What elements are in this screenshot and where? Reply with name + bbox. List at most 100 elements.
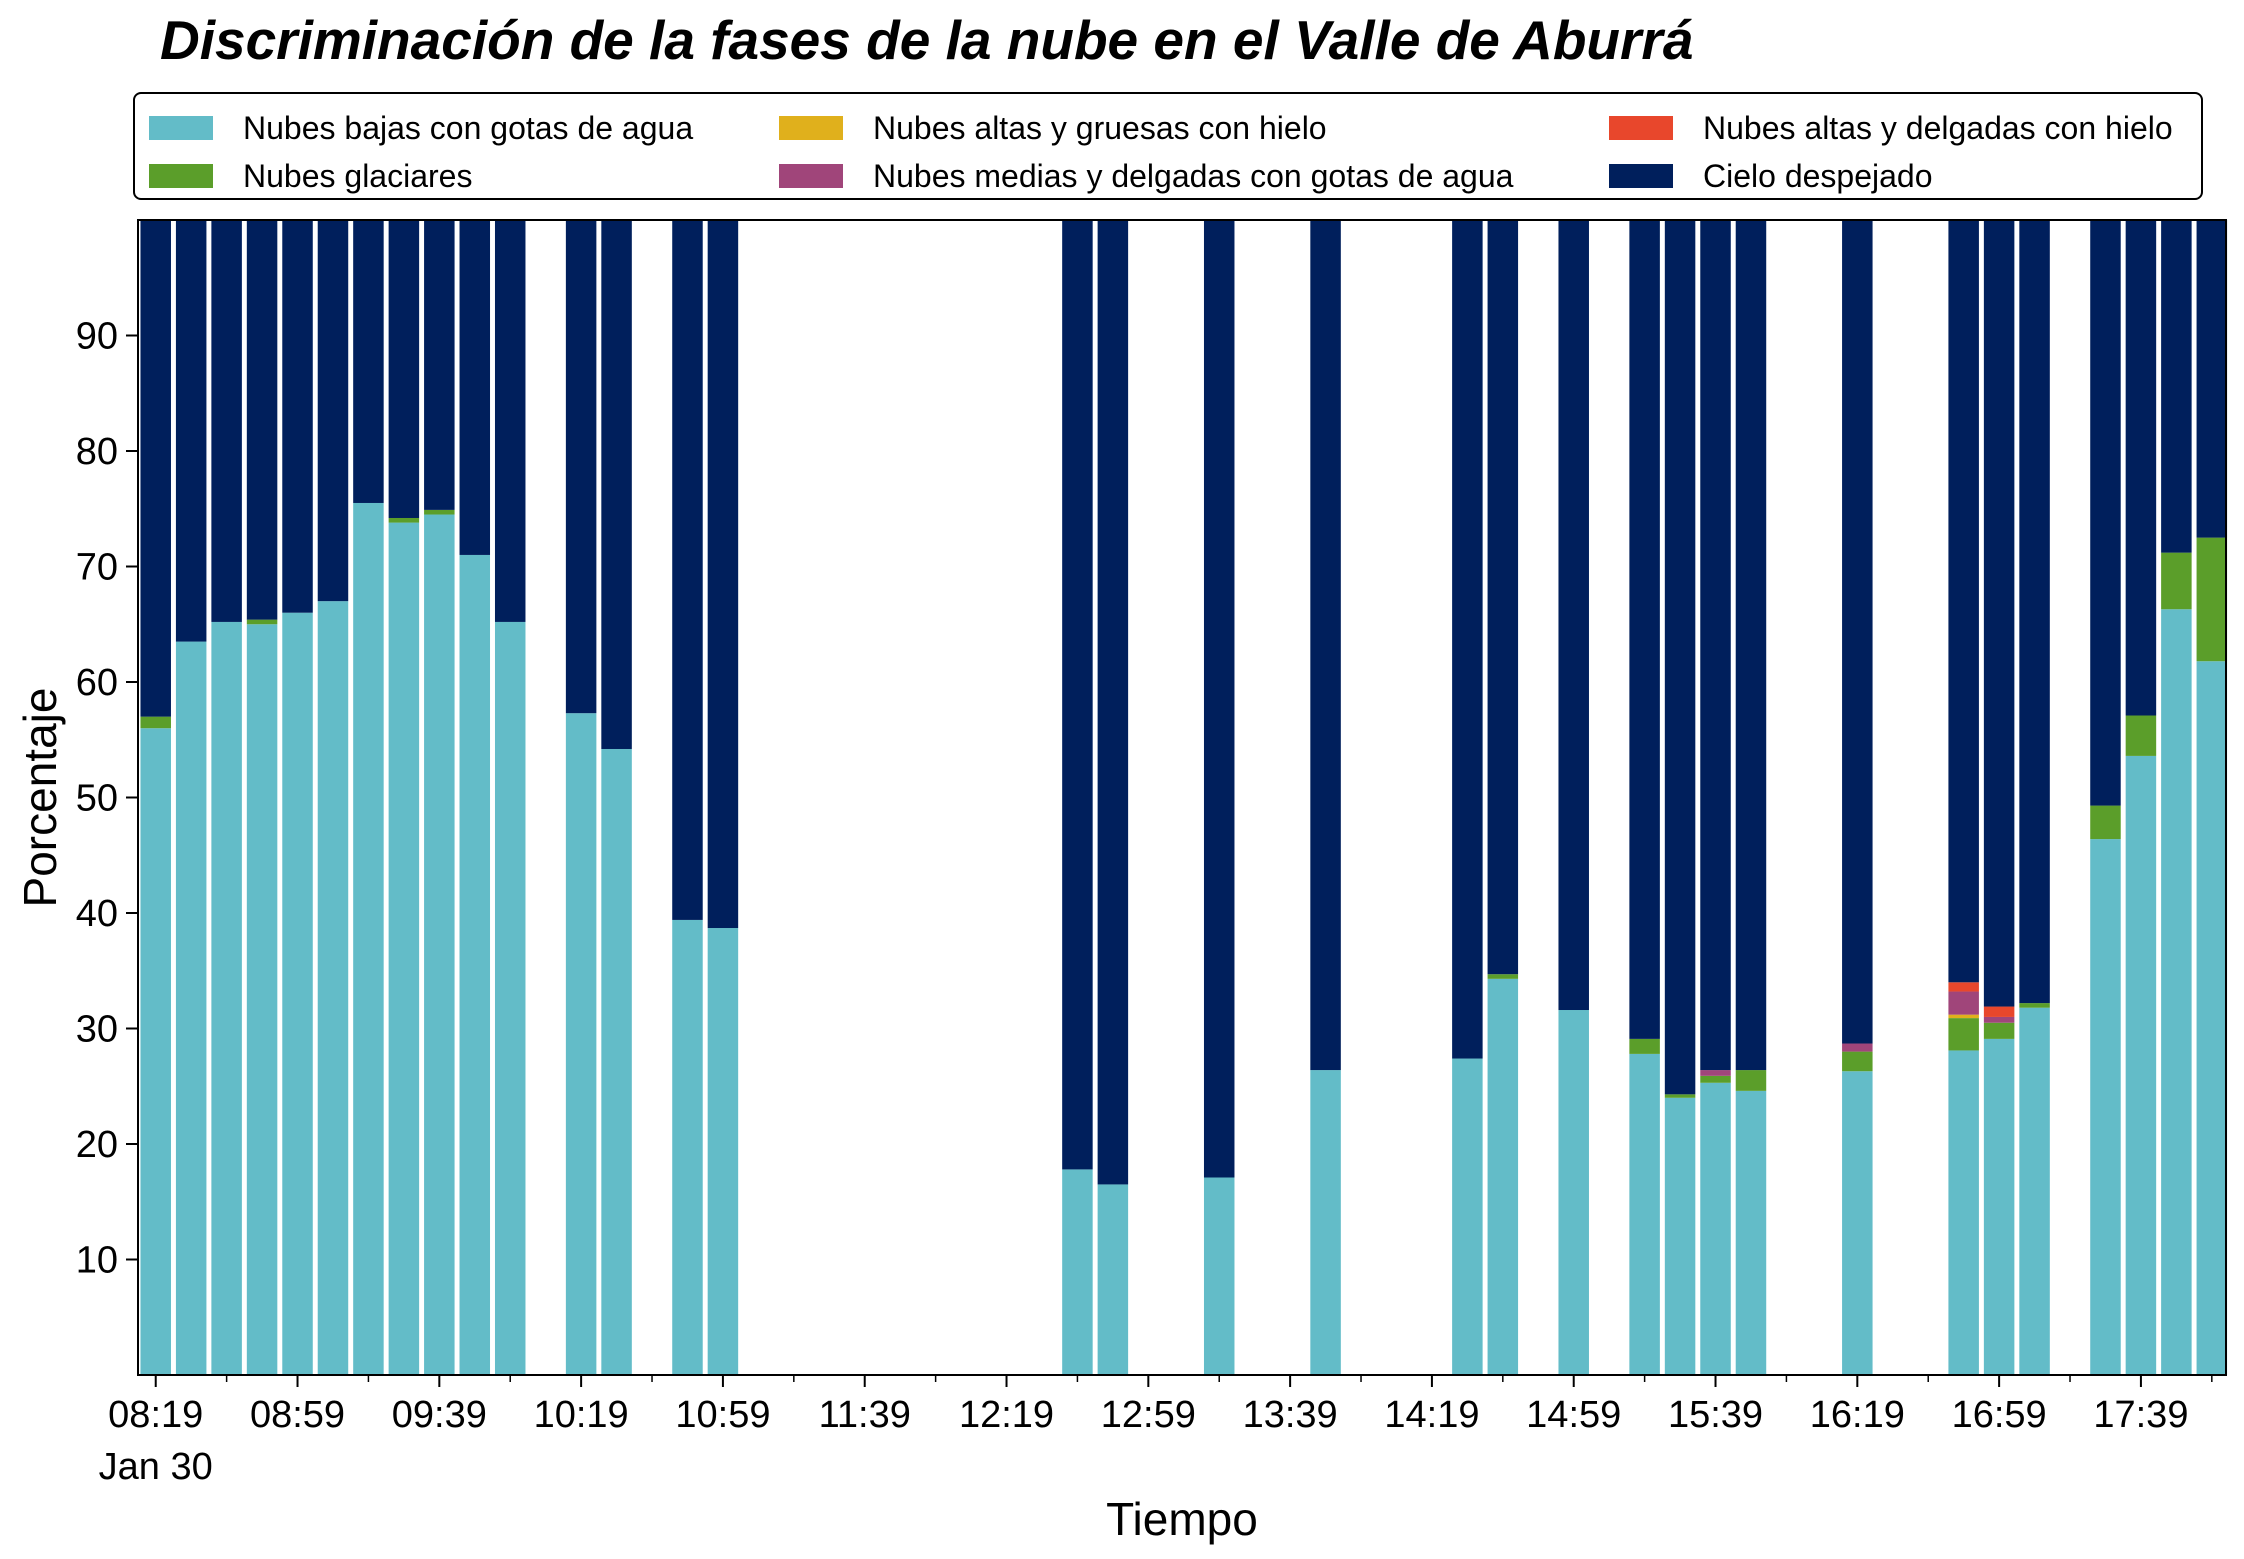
legend-swatch	[149, 116, 213, 140]
bar-segment-nubes-glaciares	[1842, 1051, 1873, 1072]
y-tick-label: 40	[76, 893, 118, 935]
bar-segment-cielo-despejado	[1062, 220, 1093, 1170]
bar-segment-nubes-glaciares	[2161, 552, 2192, 610]
bar-segment-nubes-bajas	[317, 601, 349, 1375]
bar-stack	[1735, 220, 1767, 1375]
bar-segment-cielo-despejado	[2196, 220, 2228, 538]
bar-segment-cielo-despejado	[2125, 220, 2157, 716]
bar-segment-nubes-glaciares	[1664, 1094, 1696, 1098]
bar-stack	[282, 220, 313, 1375]
bar-segment-nubes-bajas	[2090, 839, 2121, 1375]
bar-segment-cielo-despejado	[2161, 220, 2192, 553]
legend: Nubes bajas con gotas de agua Nubes glac…	[133, 92, 2203, 200]
bar-stack	[140, 220, 171, 1375]
bar-segment-cielo-despejado	[707, 220, 739, 929]
bar-stack	[1310, 220, 1341, 1375]
legend-label: Nubes altas y gruesas con hielo	[873, 109, 1327, 146]
x-tick-label: 10:59	[675, 1394, 770, 1436]
bar-segment-cielo-despejado	[424, 220, 455, 510]
x-tick-label: 14:19	[1384, 1394, 1479, 1436]
bar-segment-cielo-despejado	[672, 220, 703, 920]
bar-segment-nubes-bajas	[1629, 1053, 1660, 1375]
legend-item-nubes-altas-gruesas: Nubes altas y gruesas con hielo	[779, 110, 1327, 146]
bar-stack	[246, 220, 278, 1375]
bar-segment-nubes-bajas	[1983, 1038, 2015, 1375]
bar-segment-nubes-medias	[1948, 991, 1979, 1015]
x-tick-label: 15:39	[1668, 1394, 1763, 1436]
bar-segment-nubes-bajas	[1310, 1070, 1341, 1375]
legend-item-nubes-altas-delgadas: Nubes altas y delgadas con hielo	[1609, 110, 2173, 146]
bar-stack	[1452, 220, 1483, 1375]
bar-segment-cielo-despejado	[2090, 220, 2121, 806]
x-tick-label: 12:19	[959, 1394, 1054, 1436]
bar-segment-cielo-despejado	[1629, 220, 1660, 1039]
bar-stack	[707, 220, 739, 1375]
bar-stack	[1948, 220, 1979, 1375]
bar-stack	[211, 220, 242, 1375]
bar-segment-nubes-glaciares	[1948, 1018, 1979, 1051]
bar-segment-nubes-glaciares	[2125, 715, 2157, 756]
x-axis-title: Tiempo	[1106, 1493, 1258, 1545]
bar-segment-cielo-despejado	[459, 220, 491, 555]
bar-segment-nubes-bajas	[2125, 755, 2157, 1375]
bar-segment-nubes-medias	[1842, 1043, 1873, 1052]
bar-segment-nubes-bajas	[601, 748, 632, 1375]
bar-segment-nubes-bajas	[140, 728, 171, 1375]
y-tick-label: 50	[76, 778, 118, 820]
legend-label: Cielo despejado	[1703, 157, 1933, 194]
bar-segment-nubes-bajas	[1203, 1177, 1235, 1375]
bar-segment-cielo-despejado	[353, 220, 384, 503]
bar-segment-cielo-despejado	[1842, 220, 1873, 1044]
bar-segment-nubes-bajas	[353, 502, 384, 1376]
bar-segment-nubes-bajas	[707, 928, 739, 1375]
bar-segment-nubes-glaciares	[246, 619, 278, 625]
legend-item-cielo-despejado: Cielo despejado	[1609, 158, 1933, 194]
y-tick-label: 80	[76, 431, 118, 473]
bar-segment-nubes-glaciares	[1629, 1038, 1660, 1054]
bar-segment-nubes-bajas	[424, 514, 455, 1375]
bar-segment-nubes-altas-delgadas	[1983, 1006, 2015, 1017]
x-tick-label: 11:39	[819, 1394, 911, 1436]
bar-segment-nubes-bajas	[1558, 1010, 1589, 1375]
bar-segment-nubes-glaciares	[1735, 1070, 1767, 1091]
bar-segment-nubes-altas-delgadas	[1948, 982, 1979, 992]
bar-segment-cielo-despejado	[1452, 220, 1483, 1059]
bar-segment-nubes-bajas	[1842, 1071, 1873, 1375]
bar-segment-nubes-glaciares	[1700, 1075, 1731, 1083]
bar-segment-nubes-bajas	[1735, 1090, 1767, 1375]
bar-stack	[1203, 220, 1235, 1375]
bar-segment-cielo-despejado	[317, 220, 349, 602]
bar-segment-cielo-despejado	[1983, 220, 2015, 1007]
bar-segment-nubes-glaciares	[1983, 1022, 2015, 1039]
bar-stack	[2161, 220, 2192, 1375]
x-tick-label: 13:39	[1243, 1394, 1338, 1436]
bar-segment-nubes-bajas	[2196, 661, 2228, 1375]
x-tick-label: 14:59	[1526, 1394, 1621, 1436]
bar-segment-nubes-bajas	[1700, 1082, 1731, 1375]
bar-segment-cielo-despejado	[140, 220, 171, 717]
legend-item-nubes-glaciares: Nubes glaciares	[149, 158, 472, 194]
legend-swatch	[1609, 116, 1673, 140]
bar-stack	[1664, 220, 1696, 1375]
bar-segment-cielo-despejado	[494, 220, 526, 622]
bar-segment-nubes-bajas	[2019, 1007, 2050, 1375]
bar-segment-cielo-despejado	[601, 220, 632, 749]
x-tick-label: 12:59	[1101, 1394, 1196, 1436]
bar-segment-nubes-bajas	[1664, 1097, 1696, 1375]
bar-segment-cielo-despejado	[1664, 220, 1696, 1095]
bar-segment-nubes-bajas	[1948, 1050, 1979, 1375]
bar-stack	[1558, 220, 1589, 1375]
bar-segment-nubes-bajas	[246, 624, 278, 1375]
bar-stack	[2196, 220, 2228, 1375]
bar-segment-nubes-altas-gruesas	[1948, 1014, 1979, 1019]
bar-segment-nubes-medias	[1983, 1016, 2015, 1023]
bar-segment-nubes-glaciares	[388, 517, 420, 523]
legend-swatch	[779, 116, 843, 140]
bar-segment-cielo-despejado	[1487, 220, 1519, 975]
bar-stack	[2090, 220, 2121, 1375]
bar-stack	[175, 220, 207, 1375]
bar-stack	[672, 220, 703, 1375]
y-tick-label: 60	[76, 662, 118, 704]
bar-segment-cielo-despejado	[2019, 220, 2050, 1004]
